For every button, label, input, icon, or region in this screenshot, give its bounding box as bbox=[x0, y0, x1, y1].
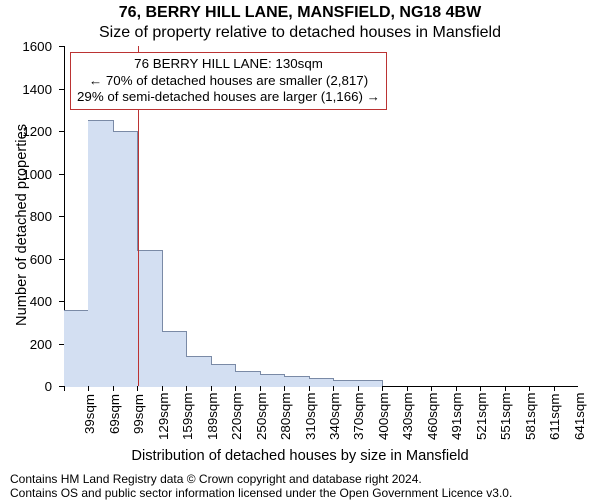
x-axis-title: Distribution of detached houses by size … bbox=[0, 448, 600, 464]
histogram-bar bbox=[113, 131, 138, 387]
callout-line: ← 70% of detached houses are smaller (2,… bbox=[77, 73, 380, 90]
x-tick-label: 280sqm bbox=[278, 394, 293, 440]
y-axis-label: Number of detached properties bbox=[14, 124, 30, 326]
histogram-bar bbox=[162, 331, 187, 387]
x-tick-label: 551sqm bbox=[498, 394, 513, 440]
x-tick-label: 521sqm bbox=[474, 394, 489, 440]
histogram-bar bbox=[358, 380, 383, 387]
x-tick-label: 99sqm bbox=[131, 394, 146, 440]
x-tick-label: 340sqm bbox=[327, 394, 342, 440]
page-subtitle: Size of property relative to detached ho… bbox=[0, 24, 600, 42]
histogram-bar bbox=[284, 376, 309, 387]
x-tick-label: 250sqm bbox=[254, 394, 269, 440]
y-tick-label: 200 bbox=[0, 337, 52, 352]
x-tick-label: 159sqm bbox=[180, 394, 195, 440]
histogram-bar bbox=[64, 310, 89, 388]
x-tick-label: 611sqm bbox=[547, 394, 562, 440]
histogram-bar bbox=[186, 356, 211, 387]
callout-line: 29% of semi-detached houses are larger (… bbox=[77, 89, 380, 106]
x-tick-label: 581sqm bbox=[523, 394, 538, 440]
x-tick-label: 39sqm bbox=[82, 394, 97, 440]
x-tick-label: 189sqm bbox=[205, 394, 220, 440]
y-tick-label: 0 bbox=[0, 379, 52, 394]
page-title: 76, BERRY HILL LANE, MANSFIELD, NG18 4BW bbox=[0, 4, 600, 22]
histogram-bar bbox=[235, 371, 260, 387]
histogram-bar bbox=[309, 378, 334, 388]
x-tick-label: 69sqm bbox=[107, 394, 122, 440]
x-tick-label: 400sqm bbox=[376, 394, 391, 440]
x-tick-label: 460sqm bbox=[425, 394, 440, 440]
y-tick-label: 1600 bbox=[0, 39, 52, 54]
x-tick-label: 220sqm bbox=[229, 394, 244, 440]
footer-line-1: Contains HM Land Registry data © Crown c… bbox=[10, 472, 590, 486]
callout-box: 76 BERRY HILL LANE: 130sqm← 70% of detac… bbox=[70, 52, 387, 110]
x-tick-label: 310sqm bbox=[303, 394, 318, 440]
x-tick-label: 430sqm bbox=[400, 394, 415, 440]
histogram-bar bbox=[333, 380, 358, 387]
x-tick-label: 129sqm bbox=[156, 394, 171, 440]
footer: Contains HM Land Registry data © Crown c… bbox=[10, 472, 590, 500]
histogram-bar bbox=[137, 250, 162, 387]
histogram-bar bbox=[211, 364, 236, 387]
histogram-bar bbox=[260, 374, 285, 387]
x-tick-label: 641sqm bbox=[572, 394, 587, 440]
histogram-bar bbox=[88, 120, 113, 387]
x-tick-label: 370sqm bbox=[351, 394, 366, 440]
callout-line: 76 BERRY HILL LANE: 130sqm bbox=[77, 56, 380, 73]
x-tick-label: 491sqm bbox=[449, 394, 464, 440]
y-tick-label: 1400 bbox=[0, 82, 52, 97]
chart-area: 02004006008001000120014001600Number of d… bbox=[0, 46, 600, 446]
footer-line-2: Contains OS and public sector informatio… bbox=[10, 486, 590, 500]
